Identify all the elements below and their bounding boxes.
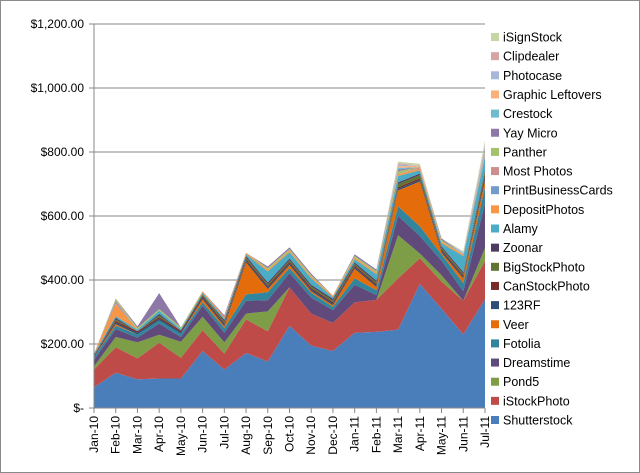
x-tick-label: Apr-10	[152, 416, 166, 452]
legend-label-most-photos: Most Photos	[503, 165, 572, 179]
x-tick-label: Feb-10	[109, 416, 123, 454]
legend-swatch-panther	[491, 147, 499, 156]
y-tick-label: $-	[73, 401, 84, 415]
legend-label-zoonar: Zoonar	[503, 241, 543, 255]
legend-label-panther: Panther	[503, 145, 547, 159]
x-tick-label: Sep-10	[261, 416, 275, 455]
legend-swatch-pond5	[491, 377, 499, 386]
legend-label-istockphoto: iStockPhoto	[503, 394, 570, 408]
legend-label-shutterstock: Shutterstock	[503, 414, 573, 428]
legend-label-fotolia: Fotolia	[503, 337, 541, 351]
legend-swatch-most-photos	[491, 167, 499, 176]
legend-label-canstockphoto: CanStockPhoto	[503, 279, 590, 293]
x-tick-label: May-10	[174, 416, 188, 456]
legend-swatch-yay-micro	[491, 128, 499, 137]
x-tick-label: Mar-10	[130, 416, 144, 454]
x-tick-label: Mar-11	[391, 416, 405, 453]
legend-swatch-isignstock	[491, 33, 499, 41]
x-tick-label: Dec-10	[326, 416, 340, 455]
legend-label-123rf: 123RF	[503, 299, 541, 313]
legend-swatch-bigstockphoto	[491, 262, 499, 271]
legend-swatch-clipdealer	[491, 52, 499, 61]
area-series-layer	[94, 140, 485, 408]
legend-label-printbusinesscards: PrintBusinessCards	[503, 184, 613, 198]
x-tick-label: Aug-10	[239, 416, 253, 455]
x-tick-label: May-11	[435, 416, 449, 455]
x-tick-label: Jan-10	[87, 416, 101, 453]
legend-label-depositphotos: DepositPhotos	[503, 203, 584, 217]
x-tick-label: Feb-11	[369, 416, 383, 453]
legend-swatch-photocase	[491, 71, 499, 80]
legend-label-pond5: Pond5	[503, 375, 539, 389]
legend-swatch-zoonar	[491, 243, 499, 252]
y-tick-labels: $- $200.00 $400.00 $600.00 $800.00 $1,000.00 $…	[31, 17, 85, 415]
area-shutterstock	[94, 283, 485, 408]
legend-label-bigstockphoto: BigStockPhoto	[503, 260, 585, 274]
x-tick-label: Jun-10	[196, 416, 210, 453]
y-tick-label: $400.00	[41, 273, 85, 287]
x-tick-label: Jan-11	[348, 416, 362, 452]
legend-swatch-dreamstime	[491, 358, 499, 367]
legend-swatch-shutterstock	[491, 416, 499, 424]
legend-swatch-alamy	[491, 224, 499, 233]
y-tick-label: $600.00	[41, 209, 85, 223]
x-tick-label: Oct-10	[283, 416, 297, 452]
legend-swatch-depositphotos	[491, 205, 499, 214]
legend-label-graphic-leftovers: Graphic Leftovers	[503, 88, 602, 102]
x-tick-labels: Jan-10 Feb-10 Mar-10 Apr-10 May-10 Jun-10 Jul-…	[87, 416, 492, 456]
legend-swatch-veer	[491, 320, 499, 329]
legend-swatch-123rf	[491, 301, 499, 310]
legend-label-crestock: Crestock	[503, 107, 553, 121]
legend-swatch-graphic-leftovers	[491, 90, 499, 99]
legend-label-isignstock: iSignStock	[503, 31, 563, 45]
legend-label-dreamstime: Dreamstime	[503, 356, 570, 370]
legend-label-clipdealer: Clipdealer	[503, 50, 559, 64]
legend-swatch-fotolia	[491, 339, 499, 348]
legend-swatch-printbusinesscards	[491, 186, 499, 195]
x-tick-label: Jun-11	[456, 416, 470, 452]
y-tick-label: $1,000.00	[31, 81, 85, 95]
legend-label-photocase: Photocase	[503, 69, 562, 83]
area-alamy	[94, 156, 485, 356]
y-tick-label: $800.00	[41, 145, 85, 159]
area-pond5	[94, 235, 485, 370]
area-istockphoto	[94, 258, 485, 388]
x-tick-label: Jul-11	[478, 416, 492, 448]
legend-swatch-canstockphoto	[491, 281, 499, 290]
legend-label-veer: Veer	[503, 318, 529, 332]
axes	[89, 23, 486, 413]
legend-swatch-istockphoto	[491, 396, 499, 405]
legend: iSignStock Clipdealer Photocase Graphic Lef…	[491, 31, 613, 428]
x-tick-label: Apr-11	[413, 416, 427, 451]
y-tick-label: $200.00	[41, 337, 85, 351]
x-tick-label: Jul-10	[217, 416, 231, 449]
legend-label-yay-micro: Yay Micro	[503, 126, 558, 140]
legend-swatch-crestock	[491, 109, 499, 118]
area-dreamstime	[94, 203, 485, 367]
x-tick-label: Nov-10	[304, 416, 318, 455]
y-tick-label: $1,200.00	[31, 17, 85, 31]
legend-label-alamy: Alamy	[503, 222, 538, 236]
